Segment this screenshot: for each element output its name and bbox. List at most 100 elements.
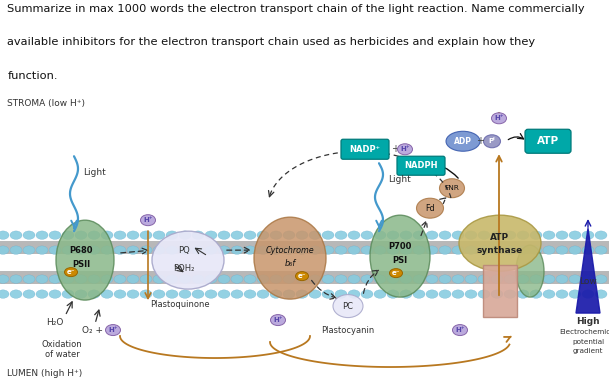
Text: Light: Light	[388, 175, 410, 184]
Ellipse shape	[49, 246, 61, 254]
Ellipse shape	[205, 290, 217, 298]
Polygon shape	[576, 228, 600, 313]
Ellipse shape	[62, 290, 74, 298]
Ellipse shape	[231, 275, 243, 283]
Ellipse shape	[478, 246, 490, 254]
Ellipse shape	[0, 246, 9, 254]
Ellipse shape	[439, 246, 451, 254]
Ellipse shape	[387, 246, 399, 254]
Ellipse shape	[491, 113, 507, 124]
Text: H⁺: H⁺	[143, 217, 153, 223]
Ellipse shape	[88, 290, 100, 298]
Ellipse shape	[543, 231, 555, 239]
Ellipse shape	[387, 275, 399, 283]
Ellipse shape	[374, 231, 386, 239]
Ellipse shape	[244, 231, 256, 239]
Ellipse shape	[322, 290, 334, 298]
Ellipse shape	[49, 231, 61, 239]
Ellipse shape	[478, 231, 490, 239]
Ellipse shape	[335, 290, 347, 298]
Ellipse shape	[295, 271, 309, 281]
Ellipse shape	[309, 275, 321, 283]
Ellipse shape	[582, 231, 594, 239]
Ellipse shape	[10, 231, 22, 239]
Bar	[0, 271, 609, 284]
Ellipse shape	[10, 246, 22, 254]
Ellipse shape	[218, 246, 230, 254]
Ellipse shape	[205, 275, 217, 283]
Ellipse shape	[153, 290, 165, 298]
Ellipse shape	[335, 231, 347, 239]
Ellipse shape	[556, 231, 568, 239]
Ellipse shape	[426, 290, 438, 298]
Ellipse shape	[244, 290, 256, 298]
Ellipse shape	[140, 246, 152, 254]
Text: Cytochrome: Cytochrome	[266, 246, 314, 255]
Ellipse shape	[231, 290, 243, 298]
Text: gradient: gradient	[572, 348, 604, 354]
Text: e⁻: e⁻	[392, 270, 400, 276]
Text: Pᴵ: Pᴵ	[488, 138, 495, 144]
Ellipse shape	[283, 246, 295, 254]
Ellipse shape	[75, 290, 87, 298]
Ellipse shape	[75, 246, 87, 254]
Ellipse shape	[465, 246, 477, 254]
Ellipse shape	[348, 246, 360, 254]
Ellipse shape	[543, 275, 555, 283]
Text: PQ: PQ	[178, 246, 190, 255]
Ellipse shape	[257, 246, 269, 254]
Ellipse shape	[179, 275, 191, 283]
Ellipse shape	[257, 290, 269, 298]
Ellipse shape	[36, 231, 48, 239]
Ellipse shape	[348, 290, 360, 298]
Ellipse shape	[398, 144, 412, 155]
Ellipse shape	[62, 231, 74, 239]
Ellipse shape	[270, 275, 282, 283]
Ellipse shape	[205, 231, 217, 239]
Ellipse shape	[114, 275, 126, 283]
Text: PSI: PSI	[392, 256, 407, 265]
Ellipse shape	[23, 275, 35, 283]
Ellipse shape	[387, 231, 399, 239]
Text: Plastocyanin: Plastocyanin	[322, 326, 375, 335]
Ellipse shape	[374, 246, 386, 254]
Ellipse shape	[530, 246, 542, 254]
Ellipse shape	[348, 231, 360, 239]
Text: High: High	[576, 316, 600, 326]
Ellipse shape	[582, 275, 594, 283]
Ellipse shape	[205, 246, 217, 254]
Text: available inhibitors for the electron transport chain used as herbicides and exp: available inhibitors for the electron tr…	[7, 37, 535, 47]
Text: H⁺: H⁺	[456, 327, 465, 333]
Ellipse shape	[491, 246, 503, 254]
Ellipse shape	[426, 231, 438, 239]
Ellipse shape	[569, 231, 581, 239]
Ellipse shape	[556, 275, 568, 283]
Ellipse shape	[127, 290, 139, 298]
Text: P700: P700	[389, 242, 412, 251]
Ellipse shape	[333, 295, 363, 318]
Ellipse shape	[105, 324, 121, 336]
Text: function.: function.	[7, 71, 58, 81]
Ellipse shape	[10, 275, 22, 283]
Ellipse shape	[348, 275, 360, 283]
Ellipse shape	[413, 290, 425, 298]
Text: synthase: synthase	[477, 246, 523, 255]
Ellipse shape	[439, 231, 451, 239]
Text: LUMEN (high H⁺): LUMEN (high H⁺)	[7, 369, 82, 378]
Ellipse shape	[257, 275, 269, 283]
Ellipse shape	[370, 215, 430, 297]
Ellipse shape	[140, 275, 152, 283]
Ellipse shape	[166, 290, 178, 298]
Ellipse shape	[296, 231, 308, 239]
Text: Electrochemical: Electrochemical	[559, 329, 609, 335]
Ellipse shape	[75, 231, 87, 239]
Ellipse shape	[413, 246, 425, 254]
Ellipse shape	[452, 324, 468, 336]
Text: ATP: ATP	[490, 233, 510, 242]
Ellipse shape	[270, 231, 282, 239]
Ellipse shape	[127, 231, 139, 239]
Ellipse shape	[465, 231, 477, 239]
Ellipse shape	[114, 290, 126, 298]
Ellipse shape	[244, 275, 256, 283]
Text: e⁻: e⁻	[67, 269, 76, 275]
